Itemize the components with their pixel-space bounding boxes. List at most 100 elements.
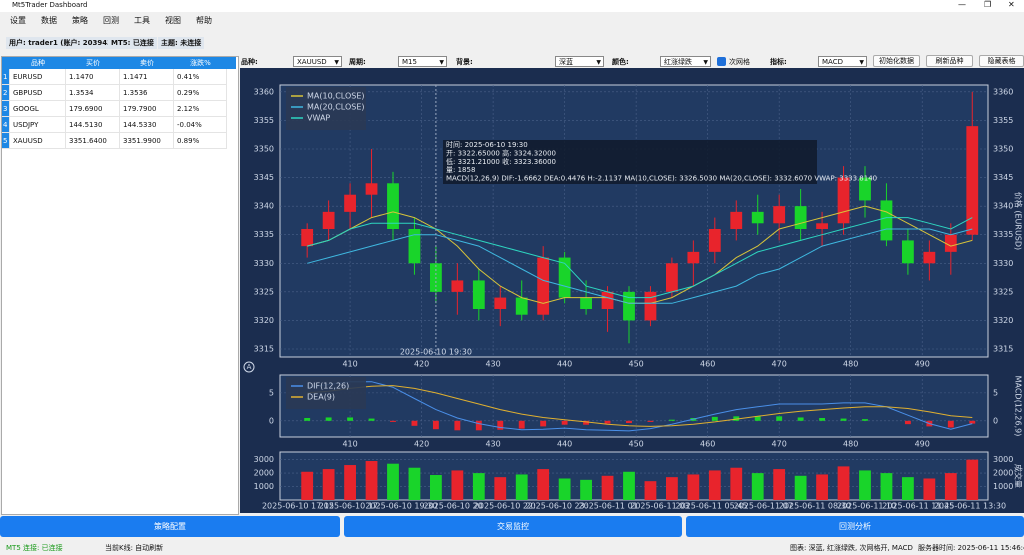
menu-item[interactable]: 策略 xyxy=(72,16,88,25)
y-tick-label: 3000 xyxy=(993,455,1013,464)
table-cell[interactable]: 1.3536 xyxy=(120,85,174,101)
table-cell[interactable]: EURUSD xyxy=(10,69,66,85)
select[interactable]: 深蓝 ▼ xyxy=(555,56,604,67)
x-tick-label: 420 xyxy=(414,440,429,449)
legend-label: DEA(9) xyxy=(307,393,335,402)
toolbar: 品种: XAUUSD ▼ 周期: M15 ▼ 背景: 深蓝 ▼ 颜色: 红涨绿跌 ▼ 次网格 指标: MAC… xyxy=(240,55,1024,68)
toolbar-button[interactable]: 隐藏表格 xyxy=(979,55,1024,67)
macd-bar xyxy=(540,420,547,427)
dropdown-arrow: ▼ xyxy=(334,59,339,66)
toolbar-button[interactable]: 初始化数据 xyxy=(873,55,920,67)
table-cell[interactable]: 3351.9900 xyxy=(120,133,174,149)
macd-bar xyxy=(754,416,761,421)
tooltip-line: MACD(12,26,9) DIF:-1.6662 DEA:0.4476 H:-… xyxy=(446,175,877,183)
volume-bar xyxy=(644,481,657,500)
table-cell[interactable]: 0.89% xyxy=(174,133,227,149)
legend-label: MA(20,CLOSE) xyxy=(307,103,365,112)
close[interactable]: ✕ xyxy=(1008,0,1015,9)
table-cell[interactable]: -0.04% xyxy=(174,117,227,133)
y-tick-label: 3340 xyxy=(993,202,1013,211)
select[interactable]: 红涨绿跌 ▼ xyxy=(660,56,711,67)
candle-body xyxy=(816,223,828,229)
candle-body xyxy=(365,183,378,195)
tooltip-line: 低: 3321.21000 收: 3323.36000 xyxy=(446,157,556,166)
menu-item[interactable]: 数据 xyxy=(41,16,57,25)
date-label: 2025-06-11 01 xyxy=(579,502,638,511)
candle-body xyxy=(494,297,507,309)
macd-bar xyxy=(797,417,804,421)
bottom-button[interactable]: 策略配置 xyxy=(0,516,340,537)
table-cell[interactable]: XAUUSD xyxy=(10,133,66,149)
macd-bar xyxy=(497,420,504,430)
maximize[interactable]: ❐ xyxy=(984,0,992,9)
volume-bar xyxy=(322,469,335,500)
candle-body xyxy=(472,280,485,309)
table-cell[interactable]: GBPUSD xyxy=(10,85,66,101)
menu-item[interactable]: 帮助 xyxy=(196,16,212,25)
x-tick-label: 420 xyxy=(414,360,429,369)
date-label: 2025-06-10 17: xyxy=(319,502,381,511)
table-cell[interactable]: GOOGL xyxy=(10,101,66,117)
toolbar-label: 指标: xyxy=(770,58,787,66)
macd-bar xyxy=(711,416,718,421)
candle-body xyxy=(580,297,592,309)
candle-body xyxy=(966,126,979,235)
minimize[interactable]: — xyxy=(958,0,966,9)
y-tick-label: 3325 xyxy=(993,287,1013,296)
table-cell[interactable]: 0.29% xyxy=(174,85,227,101)
macd-bar xyxy=(411,420,418,426)
y-tick-label: 3340 xyxy=(254,202,274,211)
checkbox[interactable] xyxy=(717,57,726,66)
select[interactable]: M15 ▼ xyxy=(398,56,447,67)
table-cell[interactable]: 1.1470 xyxy=(66,69,120,85)
table-cell[interactable]: 3351.6400 xyxy=(66,133,120,149)
macd-bar xyxy=(561,420,568,425)
y-tick-label: 5 xyxy=(993,388,998,397)
table-cell[interactable]: 1.1471 xyxy=(120,69,174,85)
table-cell[interactable]: 2.12% xyxy=(174,101,227,117)
toolbar-label: 背景: xyxy=(456,58,473,66)
select[interactable]: MACD ▼ xyxy=(818,56,867,67)
toolbar-label: 品种: xyxy=(241,58,258,66)
x-tick-label: 470 xyxy=(772,360,787,369)
y-tick-label: 3000 xyxy=(254,455,274,464)
table-header: 品种 xyxy=(31,59,45,67)
menu-item[interactable]: 视图 xyxy=(165,16,181,25)
date-label: 2025-06-11 11:45 xyxy=(882,502,954,511)
x-tick-label: 460 xyxy=(700,360,715,369)
axis-label: MACD(12,26,9) xyxy=(1014,376,1023,437)
macd-bar xyxy=(325,417,332,421)
volume-bar xyxy=(408,467,421,500)
table-cell[interactable]: 179.7900 xyxy=(120,101,174,117)
x-tick-label: 410 xyxy=(342,440,357,449)
table-cell[interactable]: 1.3534 xyxy=(66,85,120,101)
status-text: 图表: 深蓝, 红涨绿跌, 次网格开, MACD xyxy=(790,544,913,552)
table-cell[interactable]: 144.5330 xyxy=(120,117,174,133)
x-tick-label: 440 xyxy=(557,360,572,369)
toolbar-label: 周期: xyxy=(349,58,366,66)
y-tick-label: 3345 xyxy=(993,173,1013,182)
macd-bar xyxy=(776,416,783,421)
date-label: 2025-06-10 17:15 xyxy=(262,502,334,511)
toolbar-button[interactable]: 刷新品种 xyxy=(926,55,973,67)
menu-item[interactable]: 回测 xyxy=(103,16,119,25)
table-cell[interactable]: 0.41% xyxy=(174,69,227,85)
table-cell[interactable]: 179.6900 xyxy=(66,101,120,117)
menu-item[interactable]: 工具 xyxy=(134,16,150,25)
bottom-button[interactable]: 交易监控 xyxy=(344,516,682,537)
y-tick-label: 3315 xyxy=(993,345,1013,354)
y-tick-label: 3335 xyxy=(254,230,274,239)
y-tick-label: 3320 xyxy=(254,316,274,325)
date-label: 2025-06-11 13:30 xyxy=(934,502,1006,511)
table-cell[interactable]: 144.5130 xyxy=(66,117,120,133)
menu-item[interactable]: 设置 xyxy=(10,16,26,25)
table-cell[interactable]: USDJPY xyxy=(10,117,66,133)
legend-box xyxy=(286,87,366,130)
auto-icon[interactable] xyxy=(243,361,255,373)
select[interactable]: XAUUSD ▼ xyxy=(293,56,342,67)
candle-body xyxy=(344,194,356,212)
plot-area xyxy=(279,374,989,438)
volume-bar xyxy=(623,471,635,500)
candle-body xyxy=(301,229,314,247)
bottom-button[interactable]: 回测分析 xyxy=(686,516,1024,537)
